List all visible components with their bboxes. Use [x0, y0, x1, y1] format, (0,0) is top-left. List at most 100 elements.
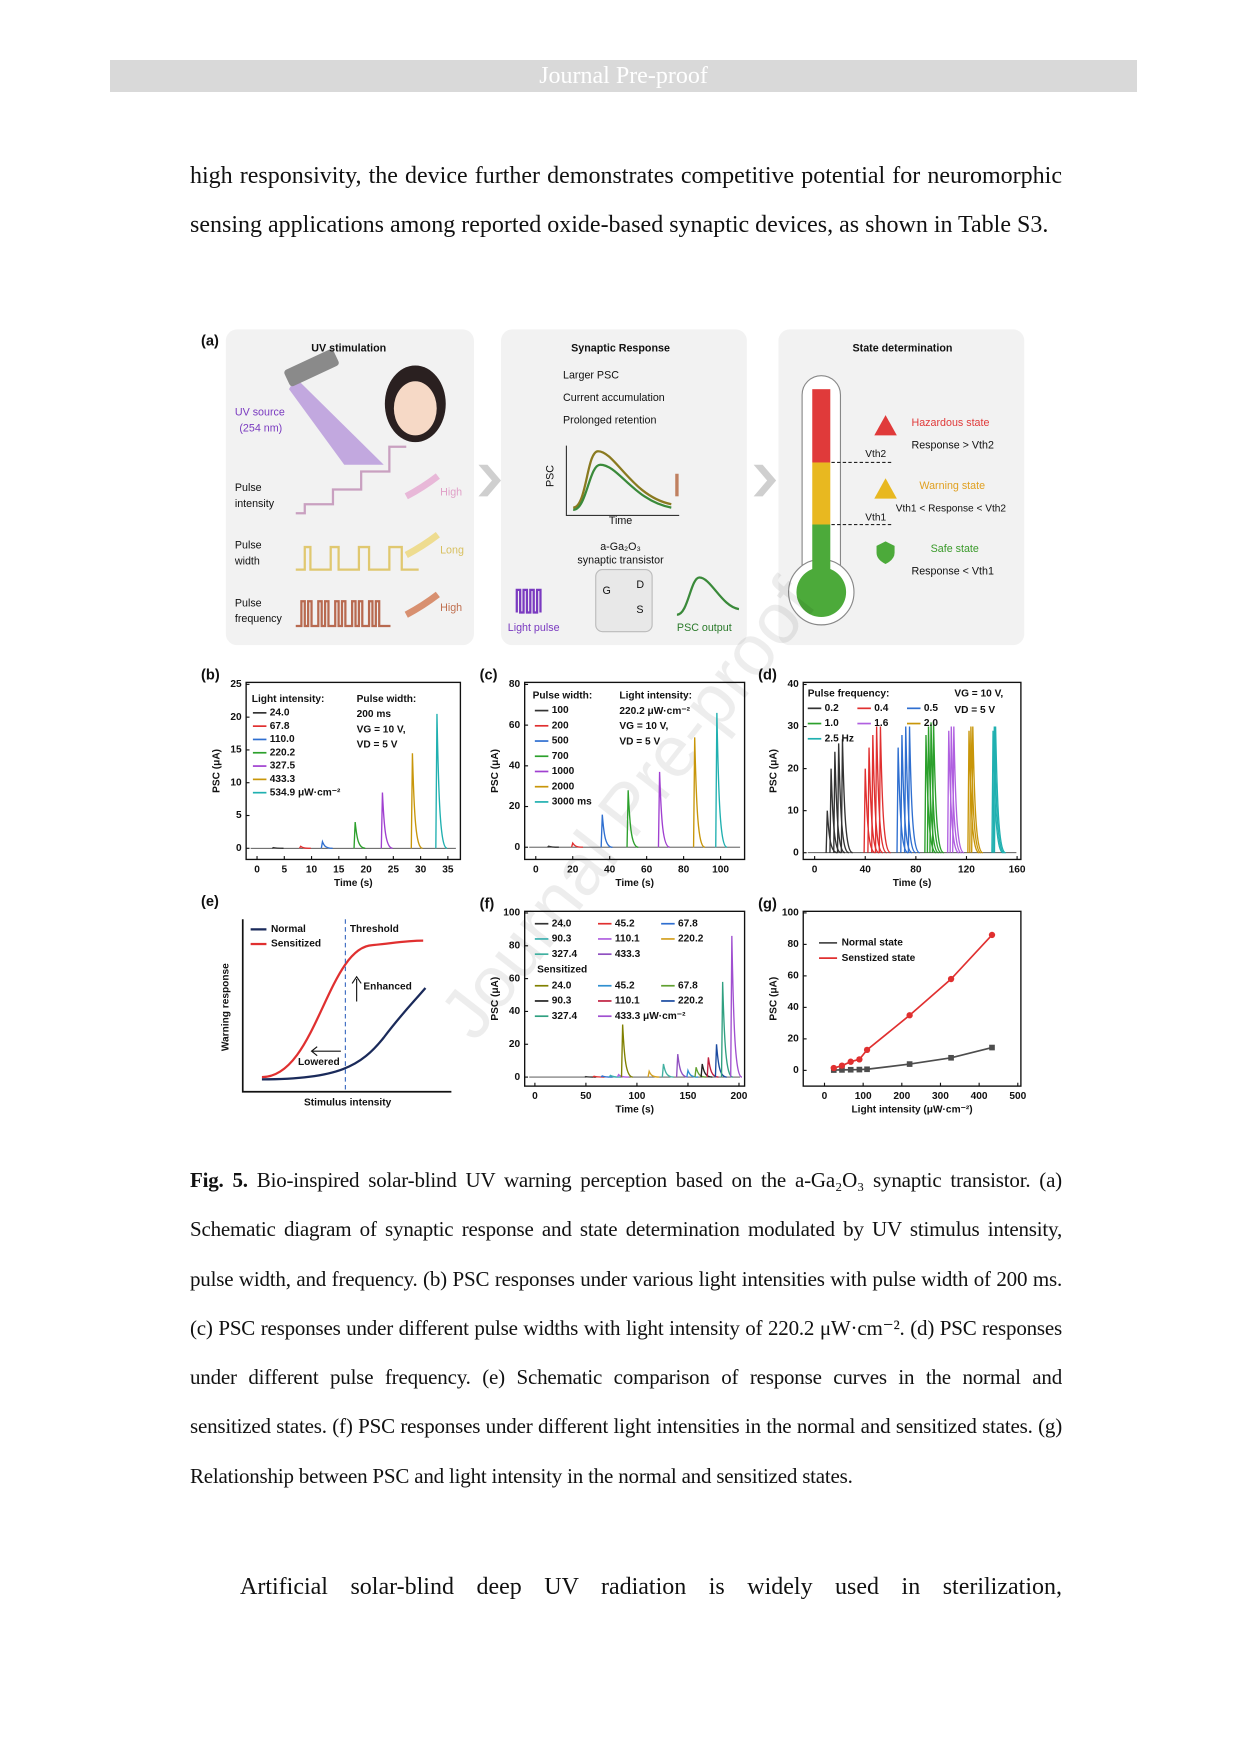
x-tick-label: 60: [641, 864, 653, 875]
y-tick-label: 20: [230, 712, 242, 723]
y-axis-label: PSC (μA): [490, 749, 501, 793]
y-tick-label: 20: [787, 763, 799, 774]
label: Light pulse: [508, 622, 560, 634]
panel-label: (d): [758, 667, 777, 683]
x-tick-label: 0: [532, 1091, 538, 1102]
label: Pulse: [235, 540, 262, 552]
y-tick-label: 10: [230, 777, 242, 788]
transistor-box: [595, 569, 653, 633]
caption-label: Fig. 5.: [190, 1168, 248, 1192]
x-tick-label: 150: [680, 1091, 697, 1102]
label: Hazardous state: [911, 417, 989, 429]
psc-spike: [570, 841, 583, 848]
legend-label: 3000 ms: [552, 797, 592, 808]
y-axis-label: PSC (μA): [769, 977, 780, 1021]
psc-spike: [353, 822, 366, 849]
x-tick-label: 160: [1009, 864, 1026, 875]
y-tick-label: 0: [793, 1065, 799, 1076]
label: Response > Vth2: [911, 439, 993, 451]
plot-frame: [524, 910, 746, 1087]
panel-box: [501, 329, 747, 646]
terminal: D: [636, 579, 644, 591]
y-axis-label: PSC (μA): [490, 977, 501, 1021]
y-tick-label: 80: [787, 939, 799, 950]
legend-label: 24.0: [552, 980, 572, 991]
psc-spike: [949, 726, 962, 854]
legend-label: 24.0: [270, 708, 290, 719]
x-axis-label: Time (s): [615, 1104, 654, 1115]
legend-label: 90.3: [552, 934, 572, 945]
legend-label: 110.1: [615, 934, 640, 945]
x-tick-label: 20: [567, 864, 579, 875]
label: a-Ga₂O₃: [600, 541, 641, 553]
data-point: [906, 1012, 913, 1019]
label: Warning state: [919, 480, 985, 492]
legend-label: 67.8: [678, 918, 698, 929]
label: Vth2: [865, 449, 886, 460]
psc-spike: [686, 1068, 699, 1078]
psc-spike: [969, 726, 982, 854]
x-tick-label: 35: [442, 864, 454, 875]
x-tick-label: 0: [822, 1091, 828, 1102]
psc-spike: [380, 792, 393, 849]
legend-label: 67.8: [678, 980, 698, 991]
y-tick-label: 60: [787, 971, 799, 982]
psc-spike: [993, 726, 1007, 854]
pulse-glyph: [295, 600, 391, 628]
data-point: [838, 1062, 846, 1069]
legend-label: 110.0: [270, 734, 295, 745]
note: VD = 5 V: [357, 740, 398, 751]
y-tick-label: 40: [787, 679, 799, 690]
legend-label: 0.2: [825, 703, 839, 714]
label: (254 nm): [239, 422, 282, 434]
label: Safe state: [931, 543, 979, 555]
x-tick-label: 100: [628, 1091, 645, 1102]
legend-title: Pulse width:: [533, 691, 593, 702]
psc-spike: [926, 726, 939, 854]
label: Pulse: [235, 482, 262, 494]
y-tick-label: 40: [509, 1006, 521, 1017]
trend-arrow: [404, 591, 440, 618]
pulse-glyph: [295, 445, 407, 515]
y-tick-label: 60: [509, 720, 521, 731]
y-tick-label: 100: [782, 908, 799, 919]
psc-spike: [626, 790, 639, 848]
label: PSC output: [677, 622, 732, 634]
legend-label: 45.2: [615, 918, 635, 929]
data-point: [856, 1056, 863, 1063]
y-tick-label: 20: [787, 1034, 799, 1045]
trend-arrow: [404, 531, 440, 558]
psc-spike: [620, 1024, 634, 1078]
label: Vth1: [865, 512, 886, 523]
note: VD = 5 V: [954, 705, 995, 716]
caption-text: Bio-inspired solar-blind UV warning perc…: [190, 1168, 1062, 1488]
legend-label: 45.2: [615, 980, 635, 991]
x-tick-label: 80: [910, 864, 922, 875]
flow-arrow: [753, 464, 777, 497]
safe-icon: [876, 541, 895, 564]
label: width: [234, 556, 260, 568]
legend-label: 90.3: [552, 996, 572, 1007]
psc-spike: [931, 722, 945, 854]
mini-curve: [572, 463, 672, 511]
label: Pulse: [235, 597, 262, 609]
y-tick-label: 0: [515, 1072, 521, 1083]
legend-label: 433.3 μW·cm⁻²: [615, 1011, 686, 1022]
e-arrows: [310, 975, 362, 1057]
note: 200 ms: [357, 709, 392, 720]
psc-output: [676, 576, 740, 616]
y-tick-label: 0: [236, 843, 242, 854]
x-tick-label: 15: [333, 864, 345, 875]
plot-frame: [245, 681, 462, 861]
terminal: G: [602, 585, 610, 597]
label: Sensitized: [271, 939, 321, 950]
data-point: [989, 1044, 995, 1051]
e-axes: [241, 919, 452, 1093]
label: Lowered: [298, 1057, 340, 1068]
uv-lamp: [284, 349, 339, 387]
psc-spike: [675, 1054, 688, 1078]
data-point: [947, 975, 955, 983]
data-point: [863, 1046, 871, 1054]
header-title: Journal Pre-proof: [539, 63, 708, 89]
psc-spike: [547, 845, 559, 848]
